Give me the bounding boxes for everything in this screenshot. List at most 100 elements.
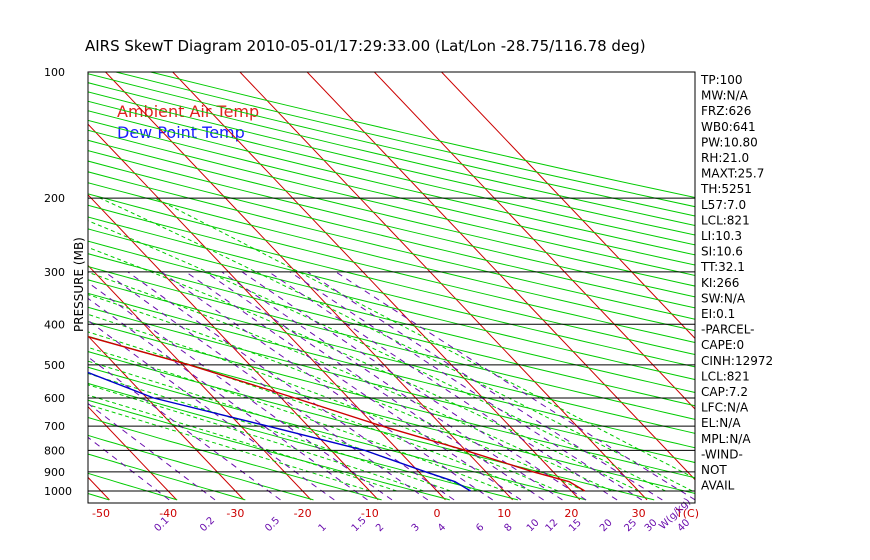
stat-text: RH:21.0 (701, 151, 749, 165)
mixing-ratio-tick-label: 3 (410, 522, 422, 534)
mixing-ratio-tick-label: 8 (502, 522, 514, 534)
dry-adiabat-line (88, 253, 695, 407)
stat-text: TT:32.1 (700, 260, 745, 274)
stat-text: EL:N/A (701, 416, 741, 430)
mixing-ratio-line (205, 271, 544, 501)
moist-adiabat-line (154, 197, 695, 480)
bottom-temp-tick-label: -50 (92, 507, 110, 520)
moist-adiabat-line (88, 394, 397, 492)
dry-adiabat-line (88, 279, 695, 434)
pressure-tick-label: 600 (44, 392, 65, 405)
isotherm-line (105, 72, 514, 501)
stat-text: FRZ:626 (701, 104, 751, 118)
pressure-tick-label: 400 (44, 318, 65, 331)
mixing-ratio-line (161, 271, 493, 501)
pressure-tick-label: 1000 (44, 485, 72, 498)
stat-text: EI:0.1 (701, 307, 735, 321)
dry-adiabat-line (88, 292, 695, 449)
mixing-ratio-line (268, 271, 618, 501)
dry-adiabat-line (88, 193, 695, 344)
stat-text: L57:7.0 (701, 198, 746, 212)
stat-text: NOT (701, 463, 727, 477)
dry-adiabat-line (88, 216, 695, 368)
dry-adiabat-line (88, 434, 314, 501)
pressure-tick-label: 100 (44, 66, 65, 79)
mixing-ratio-line (88, 319, 335, 501)
pressure-tick-label: 500 (44, 359, 65, 372)
bottom-temp-tick-label: 10 (497, 507, 511, 520)
legend-dew-point: Dew Point Temp (117, 123, 245, 142)
mixing-ratio-tick-label: 12 (544, 517, 561, 534)
stat-text: LI:10.3 (701, 229, 742, 243)
dry-adiabat-line (88, 321, 695, 479)
pressure-tick-label: 700 (44, 420, 65, 433)
mixing-ratio-tick-label: 0.5 (263, 515, 282, 534)
legend-ambient-air: Ambient Air Temp (117, 102, 259, 121)
dew-point-line (88, 371, 471, 492)
dry-adiabat-line (88, 306, 695, 464)
dry-adiabat-line (88, 204, 695, 356)
isotherm-line (88, 264, 312, 501)
x-axis-label: T(C) (675, 507, 699, 520)
chart-grid (0, 71, 696, 504)
dry-adiabat-line (88, 453, 246, 501)
profile-lines (88, 336, 586, 492)
bottom-temp-tick-label: -10 (361, 507, 379, 520)
dry-adiabat-line (88, 160, 695, 309)
dry-adiabat-line (88, 150, 695, 298)
mixing-ratio-tick-label: 2 (374, 522, 386, 534)
stat-text: MPL:N/A (701, 432, 751, 446)
mixing-ratio-line (241, 271, 587, 501)
mixing-ratio-line (185, 271, 522, 501)
dry-adiabat-line (88, 119, 695, 266)
dry-adiabat-line (88, 182, 695, 332)
dry-adiabat-line (88, 351, 655, 501)
stat-text: -PARCEL- (701, 323, 755, 337)
mixing-ratio-line (88, 356, 281, 501)
profiles (88, 336, 586, 492)
mixing-ratio-tick-label: 4 (436, 522, 448, 534)
mixing-ratio-tick-label: 6 (474, 522, 486, 534)
pressure-tick-label: 800 (44, 444, 65, 457)
dry-adiabat-line (0, 72, 41, 500)
stat-text: WB0:641 (701, 120, 756, 134)
isotherm-line (306, 72, 695, 481)
dry-adiabat-line (88, 366, 587, 501)
isotherm-line (373, 72, 695, 410)
stat-text: LCL:821 (701, 213, 750, 227)
isotherm-line (0, 72, 42, 500)
chart-title: AIRS SkewT Diagram 2010-05-01/17:29:33.0… (85, 37, 646, 55)
bottom-temp-tick-label: -20 (294, 507, 312, 520)
dry-adiabat-line (88, 416, 382, 501)
air-temp-line (88, 336, 586, 492)
stat-text: KI:266 (701, 276, 739, 290)
dry-adiabat-line (88, 171, 695, 320)
stat-text: -WIND- (701, 447, 743, 461)
dry-adiabat-line (88, 240, 695, 394)
stat-text: SW:N/A (701, 291, 746, 305)
stat-text: AVAIL (701, 479, 735, 493)
plot-frame (87, 71, 696, 504)
stat-text: SI:10.6 (701, 245, 743, 259)
bottom-temp-tick-label: -30 (226, 507, 244, 520)
stat-text: PW:10.80 (701, 135, 758, 149)
stat-text: LCL:821 (701, 369, 750, 383)
bottom-temp-tick-label: -40 (159, 507, 177, 520)
stat-text: TH:5251 (700, 182, 752, 196)
stat-text: MAXT:25.7 (701, 167, 764, 181)
mixing-ratio-tick-label: 1 (317, 522, 329, 534)
mixing-ratio-line (221, 271, 563, 501)
dry-adiabat-line (88, 399, 450, 501)
bottom-temp-tick-label: 30 (632, 507, 646, 520)
pressure-tick-label: 200 (44, 192, 65, 205)
stat-text: TP:100 (700, 73, 743, 87)
moist-adiabat-line (88, 294, 586, 492)
bottom-temp-tick-label: 20 (564, 507, 578, 520)
mixing-ratio-tick-label: 0.2 (198, 515, 217, 534)
stat-text: MW:N/A (701, 89, 749, 103)
isotherm-line (88, 405, 178, 501)
pressure-tick-label: 900 (44, 466, 65, 479)
mixing-ratio-tick-label: 10 (525, 517, 542, 534)
